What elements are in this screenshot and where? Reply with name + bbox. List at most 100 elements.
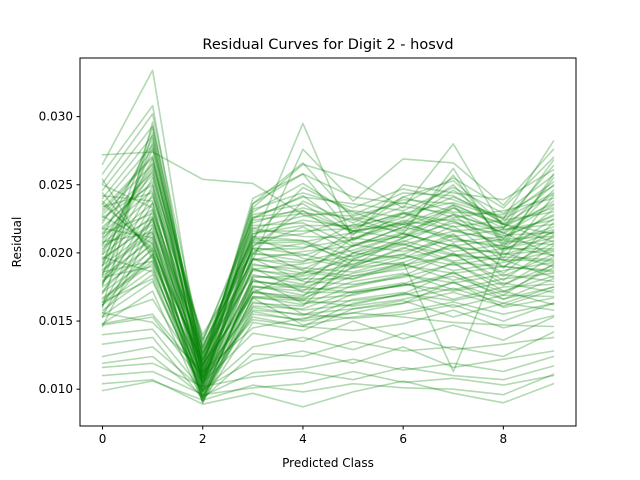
residual-curve-14 — [101, 203, 555, 380]
residual-curve-26 — [101, 273, 555, 397]
residual-curve-62 — [101, 216, 555, 393]
residual-curve-11 — [101, 181, 555, 388]
residual-curve-1 — [101, 151, 555, 232]
residual-curve-35 — [101, 174, 555, 386]
residual-curve-61 — [101, 209, 555, 355]
x-axis: 0 2 4 6 8 — [99, 426, 507, 446]
residual-curve-72 — [101, 277, 555, 393]
y-tick-label: 0.015 — [39, 314, 73, 328]
residual-curve-31 — [101, 141, 555, 356]
plot-frame — [79, 57, 577, 427]
residual-curve-3 — [101, 104, 555, 382]
residual-curve-28 — [101, 290, 555, 403]
residual-curve-59 — [101, 193, 555, 363]
residual-curve-54 — [101, 156, 555, 378]
residual-curve-49 — [101, 265, 555, 396]
residual-curve-60 — [101, 201, 555, 384]
residual-curve-55 — [101, 162, 555, 350]
residual-curve-70 — [101, 200, 555, 399]
residual-curve-56 — [101, 169, 555, 373]
residual-curve-6 — [101, 134, 555, 367]
residual-curve-86 — [101, 231, 555, 377]
residual-curve-52 — [101, 137, 555, 388]
residual-curve-8 — [101, 155, 555, 377]
residual-curve-29 — [101, 121, 555, 365]
residual-curve-40 — [101, 212, 555, 361]
residual-curve-75 — [101, 316, 555, 384]
residual-curve-71 — [101, 260, 555, 386]
residual-curve-5 — [101, 125, 555, 362]
residual-curve-43 — [101, 230, 555, 399]
residual-curve-20 — [101, 238, 555, 393]
residual-curve-53 — [101, 147, 555, 358]
x-tick-label: 0 — [99, 432, 107, 446]
residual-curve-68 — [101, 192, 555, 400]
residual-curve-10 — [101, 171, 555, 359]
residual-curve-46 — [101, 246, 555, 365]
residual-curve-77 — [101, 331, 555, 400]
residual-curve-67 — [101, 203, 555, 366]
residual-curve-25 — [101, 268, 555, 385]
residual-curve-73 — [101, 298, 555, 380]
residual-curve-18 — [101, 227, 555, 384]
residual-curve-4 — [101, 113, 555, 352]
residual-curve-12 — [101, 189, 555, 366]
residual-curve-64 — [101, 231, 555, 404]
curves-group — [101, 69, 555, 408]
residual-curve-13 — [101, 196, 555, 336]
residual-curve-17 — [101, 220, 555, 348]
y-tick-label: 0.030 — [39, 110, 73, 124]
residual-curve-74 — [101, 312, 555, 373]
residual-curve-9 — [101, 163, 555, 343]
residual-curve-50 — [101, 256, 555, 382]
y-tick-label: 0.025 — [39, 178, 73, 192]
x-tick-label: 6 — [399, 432, 407, 446]
residual-curve-2 — [101, 69, 555, 374]
residual-curve-15 — [101, 208, 555, 355]
residual-curve-32 — [101, 148, 555, 380]
residual-curve-16 — [101, 215, 555, 373]
x-tick-label: 2 — [199, 432, 207, 446]
residual-curve-57 — [101, 177, 555, 341]
x-axis-label: Predicted Class — [282, 456, 374, 470]
residual-curve-41 — [101, 218, 555, 381]
residual-curve-21 — [101, 243, 555, 369]
y-tick-label: 0.010 — [39, 382, 73, 396]
residual-curve-34 — [101, 166, 555, 369]
y-tick-label: 0.020 — [39, 246, 73, 260]
residual-curve-69 — [101, 178, 555, 380]
residual-curve-38 — [101, 194, 555, 346]
residual-curve-23 — [101, 256, 555, 378]
x-tick-label: 8 — [500, 432, 508, 446]
residual-curve-83 — [101, 373, 555, 401]
residual-curve-33 — [101, 158, 555, 340]
residual-curve-22 — [101, 249, 555, 400]
residual-curve-66 — [101, 215, 555, 389]
residual-curve-45 — [101, 241, 555, 395]
y-axis-label: Residual — [10, 217, 24, 268]
residual-curve-30 — [101, 132, 555, 371]
residual-curve-81 — [101, 370, 555, 396]
residual-curve-19 — [101, 233, 555, 361]
residual-curve-51 — [101, 126, 555, 370]
residual-curve-37 — [101, 192, 555, 376]
residual-curve-65 — [101, 227, 555, 374]
residual-curve-39 — [101, 184, 555, 392]
x-tick-label: 4 — [299, 432, 307, 446]
residual-curve-24 — [101, 262, 555, 404]
residual-curve-84 — [101, 209, 555, 382]
residual-curve-63 — [101, 224, 555, 367]
residual-curve-78 — [101, 346, 555, 391]
residual-curve-76 — [101, 328, 555, 392]
residual-curve-82 — [101, 378, 555, 408]
y-axis: 0.010 0.015 0.020 0.025 0.030 — [39, 110, 80, 396]
residual-curve-85 — [101, 207, 555, 362]
residual-curve-27 — [101, 280, 555, 391]
residual-curve-36 — [101, 184, 555, 351]
residual-curve-79 — [101, 355, 555, 397]
residual-curve-47 — [101, 253, 555, 401]
chart-title: Residual Curves for Digit 2 - hosvd — [202, 37, 453, 53]
residual-curve-44 — [101, 235, 555, 371]
